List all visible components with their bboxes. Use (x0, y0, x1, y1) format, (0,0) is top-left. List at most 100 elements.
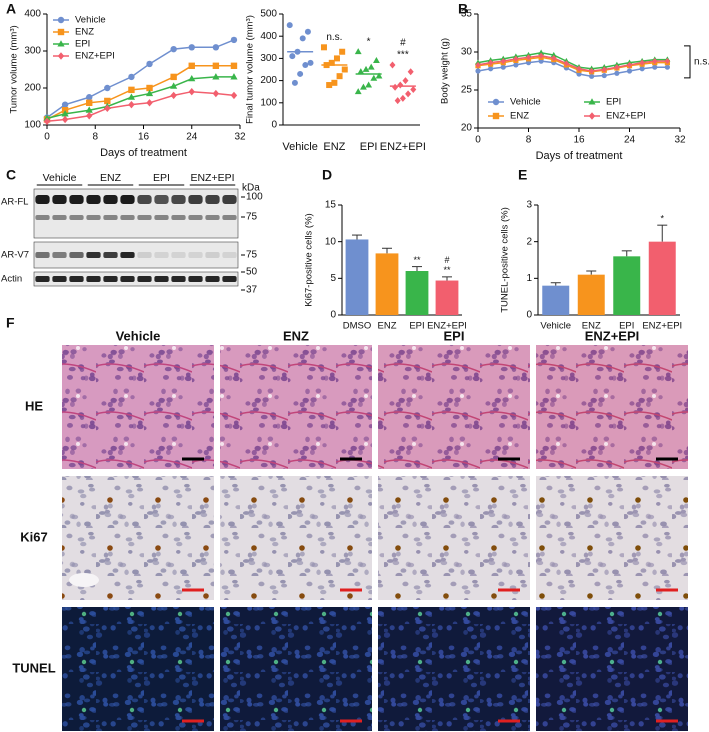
mw-marker: 50 (246, 267, 258, 278)
x-tick-label: Vehicle (282, 141, 317, 153)
blot-band (137, 252, 152, 258)
y-tick-label: 400 (260, 31, 277, 42)
annotation: n.s. (694, 57, 709, 68)
marker (354, 48, 362, 55)
annotation: ** (443, 265, 451, 275)
annotation: # (400, 38, 406, 49)
marker (61, 115, 69, 124)
marker (389, 61, 396, 69)
bar (435, 280, 459, 315)
marker (375, 72, 383, 79)
blot-band (103, 195, 118, 204)
blot-band (35, 215, 50, 220)
bar (345, 239, 369, 315)
blot-band (35, 195, 50, 204)
histology-image (220, 476, 372, 600)
marker (230, 36, 238, 44)
marker (639, 66, 645, 72)
marker (127, 93, 136, 100)
marker (339, 48, 346, 55)
legend-marker (57, 40, 65, 47)
series-line (46, 90, 235, 123)
blot-band (120, 252, 135, 258)
blot-band (69, 276, 84, 282)
marker (146, 84, 153, 92)
y-tick-label: 500 (260, 9, 277, 20)
marker (513, 62, 519, 68)
blot-band (69, 252, 84, 258)
blot-band (103, 215, 118, 220)
panel-label: B (458, 1, 468, 17)
group-label: ENZ (100, 172, 122, 184)
blot-band (154, 215, 169, 220)
marker (170, 45, 177, 53)
series-line (477, 55, 668, 72)
blot-band (205, 195, 220, 204)
blot-band (52, 252, 67, 258)
blot-band (86, 215, 101, 220)
marker (354, 88, 362, 95)
marker (538, 52, 544, 59)
annotation: n.s. (326, 32, 342, 43)
y-tick-label: 100 (24, 120, 41, 131)
marker (626, 61, 633, 69)
x-tick-label: 24 (186, 132, 198, 143)
y-tick-label: 0 (271, 120, 277, 131)
blot-unit: kDa (242, 183, 260, 194)
blot-band (35, 276, 50, 282)
marker (475, 68, 481, 74)
blot-band (154, 276, 169, 282)
blot-band (52, 215, 67, 220)
marker (188, 74, 196, 82)
annotation: # (444, 255, 449, 265)
marker (601, 72, 607, 79)
marker (212, 62, 220, 69)
x-tick-label: ENZ+EPI (427, 321, 467, 332)
x-tick-label: Vehicle (540, 321, 571, 332)
marker (104, 97, 111, 105)
y-tick-label: 300 (24, 46, 41, 57)
marker (86, 112, 93, 120)
blot-band (171, 252, 186, 258)
marker (299, 35, 306, 42)
marker (230, 73, 238, 80)
y-axis-label: TUNEL-positive cells (%) (500, 207, 511, 313)
marker (146, 99, 153, 107)
marker (488, 59, 494, 66)
x-tick-label: ENZ (323, 141, 345, 153)
blot-band (188, 252, 203, 258)
column-header: EPI (444, 328, 465, 343)
histology-image (378, 345, 530, 469)
column-header: ENZ (283, 328, 309, 343)
legend-label: ENZ (510, 111, 529, 122)
marker (550, 51, 557, 58)
bar (405, 271, 429, 315)
row-label: HE (25, 398, 43, 413)
x-tick-label: ENZ+EPI (642, 321, 682, 332)
marker (410, 85, 417, 93)
x-tick-label: 16 (573, 135, 585, 146)
blot-band (52, 195, 67, 204)
legend-label: ENZ+EPI (75, 51, 115, 62)
panel-label: E (518, 167, 527, 183)
legend-marker (492, 112, 500, 120)
x-tick-label: ENZ (582, 321, 601, 332)
x-tick-label: 32 (674, 135, 686, 146)
marker (576, 65, 582, 72)
x-tick-label: 24 (624, 135, 636, 146)
marker (212, 89, 220, 98)
marker (304, 28, 311, 35)
marker (43, 117, 51, 125)
vessel (69, 573, 99, 587)
annotation: ** (413, 255, 421, 265)
blot-band (171, 215, 186, 220)
marker (307, 59, 314, 66)
marker (360, 83, 367, 90)
x-tick-label: 0 (475, 135, 481, 146)
blot-panel (33, 241, 239, 269)
marker (188, 44, 195, 51)
legend-marker (588, 112, 596, 120)
marker (289, 53, 296, 60)
y-tick-label: 3 (526, 200, 532, 211)
